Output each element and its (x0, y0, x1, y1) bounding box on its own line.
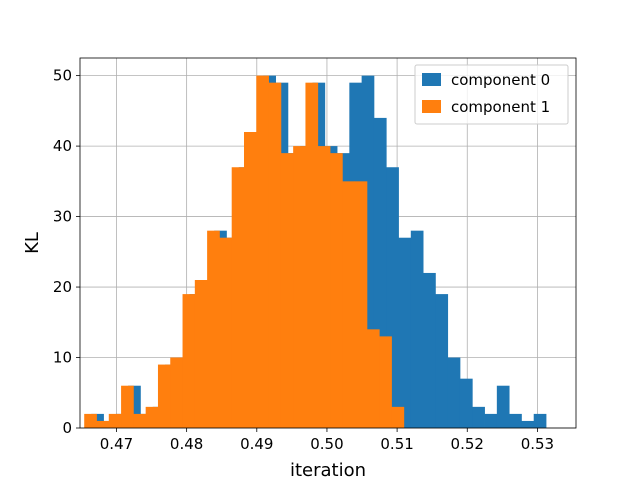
histogram-bar (330, 153, 343, 428)
histogram-bar (121, 385, 134, 428)
y-tick-label: 50 (53, 67, 72, 85)
histogram-bar (366, 329, 380, 428)
histogram-bar (157, 364, 171, 428)
legend: component 0 component 1 (414, 64, 569, 125)
y-axis-ticks: 0 10 20 30 40 50 (53, 67, 80, 437)
histogram-bar (280, 153, 294, 428)
histogram-bar (354, 181, 368, 428)
y-tick-label: 10 (53, 349, 72, 367)
legend-swatch-component-1 (422, 100, 441, 113)
histogram-bar (244, 132, 257, 428)
bars-group (84, 75, 547, 429)
y-tick-label: 30 (53, 208, 72, 226)
y-axis-label: KL (22, 232, 43, 254)
histogram-bar (496, 385, 510, 428)
histogram-bar (84, 413, 97, 428)
histogram-bar (317, 146, 331, 428)
histogram-bar (305, 82, 319, 429)
histogram-bar (231, 167, 245, 429)
histogram-bar (108, 413, 122, 428)
histogram-bar (219, 237, 233, 428)
histogram-bar (342, 181, 356, 428)
legend-label-component-1: component 1 (451, 98, 550, 116)
x-tick-label: 0.47 (100, 435, 133, 453)
histogram-bar (182, 294, 196, 428)
plot-frame (79, 57, 577, 429)
histogram-bar (398, 237, 412, 428)
histogram-bar (145, 406, 159, 428)
histogram-bar (521, 420, 535, 428)
x-tick-label: 0.48 (170, 435, 203, 453)
histogram-bar (423, 272, 436, 428)
histogram-bar (410, 230, 424, 428)
histogram-bar (459, 378, 473, 428)
legend-frame (414, 64, 569, 125)
histogram-bar (194, 280, 208, 428)
histogram-bar (472, 406, 485, 428)
histogram-bar (293, 146, 306, 428)
histogram-bar (435, 294, 449, 428)
histogram-bar (133, 413, 147, 428)
x-axis-label: iteration (290, 460, 366, 480)
y-tick-label: 0 (62, 419, 72, 437)
histogram-bar (533, 413, 547, 428)
x-tick-label: 0.53 (521, 435, 554, 453)
histogram-bar (207, 230, 220, 428)
x-tick-label: 0.51 (380, 435, 413, 453)
y-tick-label: 20 (53, 278, 72, 296)
histogram-bar (391, 406, 405, 428)
histogram-bar (96, 420, 110, 428)
histogram-bar (268, 82, 282, 429)
histogram-bar (447, 357, 461, 428)
histogram-bar (509, 413, 522, 428)
legend-swatch-component-0 (422, 73, 441, 86)
histogram-bar (256, 75, 269, 429)
x-tick-label: 0.50 (310, 435, 343, 453)
x-tick-label: 0.49 (240, 435, 273, 453)
histogram-bar (170, 357, 183, 428)
series-1-bars (84, 75, 405, 429)
legend-label-component-0: component 0 (451, 71, 550, 89)
histogram-bar (379, 336, 392, 428)
histogram-bar (484, 413, 498, 428)
x-tick-label: 0.52 (451, 435, 484, 453)
y-tick-label: 40 (53, 137, 72, 155)
x-axis-ticks: 0.47 0.48 0.49 0.50 0.51 0.52 0.53 (100, 428, 554, 453)
